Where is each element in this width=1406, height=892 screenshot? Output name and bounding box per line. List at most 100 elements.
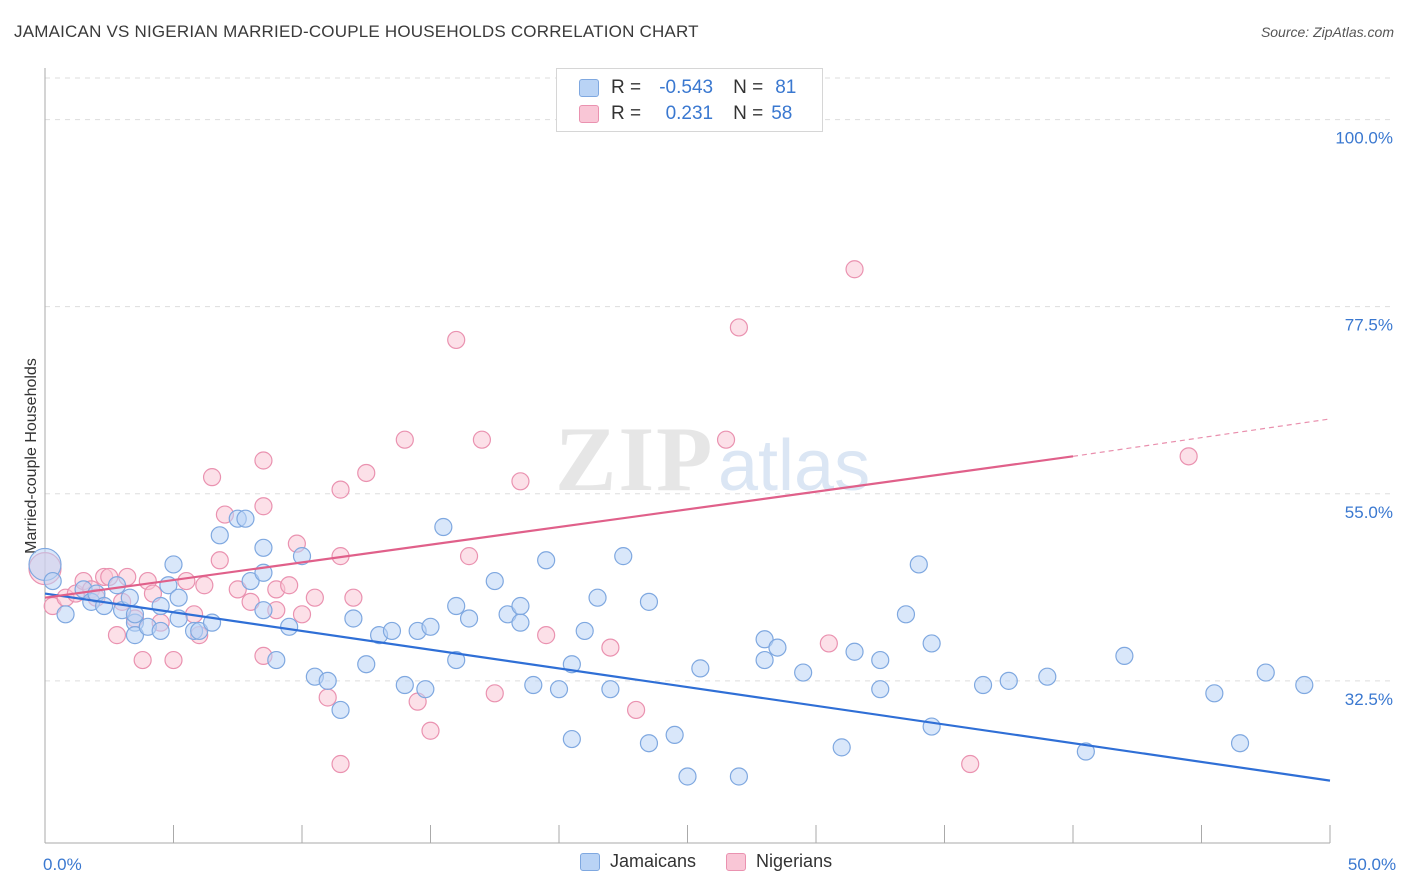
jamaican-point	[549, 680, 569, 699]
jamaican-point	[871, 680, 890, 699]
nigerian-point	[819, 634, 838, 653]
jamaican-point	[169, 588, 188, 607]
jamaican-point	[395, 675, 414, 695]
legend-n-value: 81	[775, 77, 797, 98]
nigerian-point	[318, 688, 337, 707]
x-tick-label: 50.0%	[1348, 855, 1396, 874]
jamaican-point	[922, 717, 941, 736]
jamaican-point	[447, 596, 466, 616]
legend-swatch-pink	[579, 105, 599, 123]
jamaican-point	[588, 588, 607, 607]
nigerian-point	[107, 626, 127, 645]
series-legend: Jamaicans Nigerians	[580, 851, 862, 872]
watermark: ZIP atlas	[555, 408, 870, 510]
trend-line-nigerians	[44, 455, 1074, 599]
nigerian-point	[210, 551, 229, 570]
nigerian-point	[601, 638, 620, 657]
legend-n-label: N =	[733, 77, 764, 98]
nigerian-point	[133, 650, 152, 670]
jamaican-point	[575, 621, 594, 641]
nigerian-point	[305, 588, 324, 607]
nigerian-point	[164, 650, 183, 670]
jamaican-point	[639, 592, 659, 611]
jamaican-point	[318, 671, 337, 690]
nigerian-point	[472, 430, 491, 449]
nigerian-point	[447, 330, 466, 350]
legend-n-label: N =	[733, 103, 764, 124]
jamaican-point	[678, 767, 697, 786]
jamaican-point	[280, 617, 299, 636]
legend-item-jamaicans[interactable]: Jamaicans	[580, 851, 696, 872]
jamaican-point	[1205, 684, 1224, 703]
jamaican-point	[1230, 734, 1250, 753]
grid-lines	[45, 77, 1392, 682]
jamaican-point	[498, 605, 517, 624]
y-tick-label: 32.5%	[1345, 690, 1393, 709]
legend-r-value: 0.231	[665, 103, 714, 124]
legend-n-value: 58	[771, 103, 793, 124]
jamaican-point	[639, 734, 659, 753]
jamaican-point	[1076, 742, 1095, 761]
legend-swatch-blue	[579, 79, 599, 97]
trend-line-nigerians-extension	[1072, 418, 1331, 457]
jamaican-point	[107, 576, 127, 595]
jamaican-point	[755, 650, 774, 670]
watermark-zip: ZIP	[555, 408, 714, 510]
nigerian-point	[241, 592, 260, 611]
jamaican-point	[125, 626, 145, 645]
jamaican-point	[344, 609, 363, 628]
nigerian-point	[280, 576, 299, 595]
jamaican-point	[1038, 667, 1057, 686]
nigerian-point	[961, 754, 980, 774]
jamaican-point	[1115, 646, 1134, 666]
jamaican-point	[729, 767, 749, 786]
jamaican-point	[459, 609, 479, 628]
nigerian-point	[1179, 447, 1198, 466]
jamaican-point	[416, 680, 435, 699]
jamaican-point	[434, 517, 453, 537]
legend-swatch-blue	[580, 852, 600, 871]
nigerian-point	[228, 580, 247, 599]
jamaican-point	[973, 675, 993, 695]
jamaican-point	[832, 738, 851, 757]
jamaican-point	[357, 655, 376, 674]
trend-lines	[44, 418, 1331, 782]
jamaican-point	[601, 680, 620, 699]
jamaican-point	[524, 675, 543, 695]
jamaican-point	[999, 671, 1018, 690]
jamaican-point	[562, 655, 581, 674]
nigerian-point	[395, 430, 414, 449]
jamaican-point	[210, 526, 229, 545]
tick-labels: 100.0% 77.5% 55.0% 32.5% 0.0% 50.0%	[43, 129, 1396, 874]
y-tick-label: 55.0%	[1345, 503, 1393, 522]
jamaican-point	[254, 538, 273, 557]
jamaican-point	[511, 596, 530, 616]
jamaican-point	[845, 642, 864, 661]
jamaican-point	[691, 659, 710, 678]
jamaican-point	[562, 729, 581, 749]
nigerian-point	[202, 468, 222, 487]
jamaican-point	[241, 571, 260, 591]
nigerian-point	[459, 547, 479, 566]
legend-item-nigerians[interactable]: Nigerians	[726, 851, 832, 872]
jamaican-point	[909, 555, 928, 574]
legend-r-label: R =	[611, 77, 642, 98]
legend-row-jamaicans: R = -0.543 N = 81	[579, 77, 796, 99]
source-label: Source: ZipAtlas.com	[1260, 24, 1394, 40]
jamaican-point	[1295, 675, 1314, 695]
jamaican-point	[190, 621, 209, 641]
nigerian-point	[254, 451, 273, 470]
jamaican-point	[254, 601, 273, 620]
nigerian-point	[292, 605, 312, 624]
legend-label-nigerians: Nigerians	[756, 851, 833, 871]
jamaican-point	[768, 638, 787, 657]
nigerian-point	[845, 260, 864, 279]
jamaican-point	[794, 663, 813, 682]
nigerian-point	[357, 463, 376, 483]
nigerian-point	[716, 430, 736, 449]
jamaican-point	[421, 617, 440, 636]
nigerian-point	[344, 588, 363, 607]
jamaican-point	[896, 605, 916, 624]
correlation-legend: R = -0.543 N = 81 R = 0.231 N = 58	[556, 68, 823, 132]
